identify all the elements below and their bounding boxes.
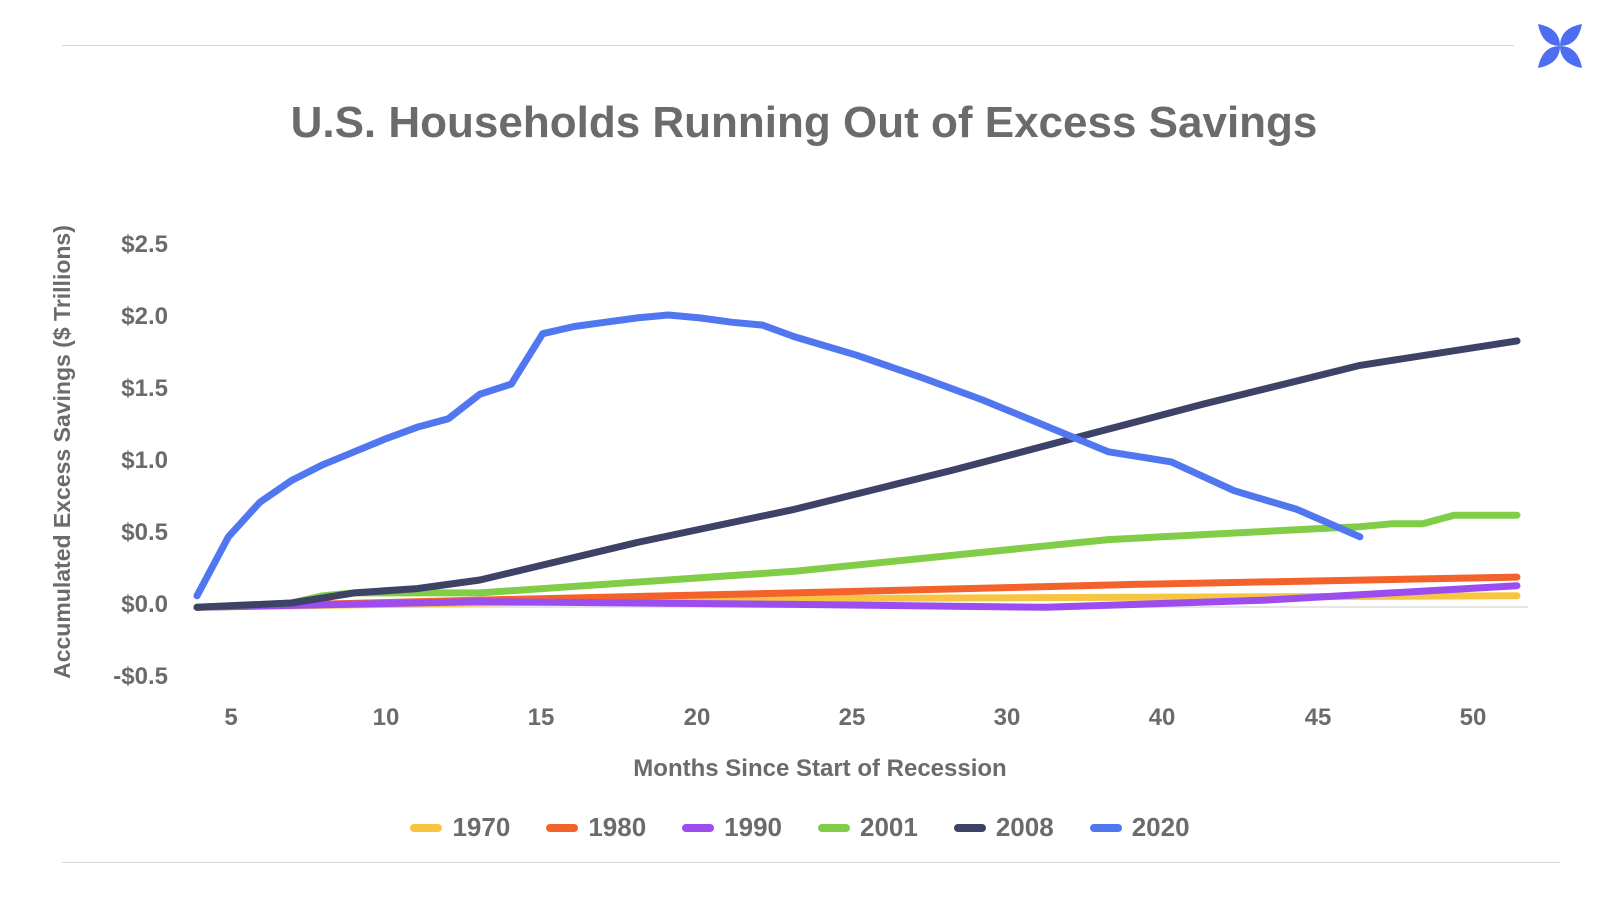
series-lines (193, 311, 1521, 611)
series-line-1990 (193, 582, 1521, 611)
legend-label: 1970 (452, 812, 511, 842)
legend-label: 1980 (588, 812, 647, 842)
legend-item-2020: 2020 (1089, 812, 1190, 843)
y-tick-label: $1.0 (121, 447, 168, 474)
legend-swatch (682, 823, 715, 832)
x-tick-label: 15 (528, 704, 555, 731)
y-tick-label: $2.0 (121, 303, 168, 330)
legend-label: 2020 (1131, 812, 1190, 842)
x-tick-label: 30 (994, 704, 1021, 731)
series-line-2020 (193, 311, 1364, 600)
y-tick-label: -$0.5 (113, 663, 168, 690)
y-axis-label: Accumulated Excess Savings ($ Trillions) (49, 225, 75, 679)
bottom-divider (62, 862, 1560, 863)
x-tick-label: 5 (224, 704, 237, 731)
legend-item-1990: 1990 (682, 812, 782, 843)
x-petal-logo-icon (1538, 24, 1582, 68)
x-tick-label: 40 (1149, 704, 1176, 731)
legend-label: 1990 (724, 812, 782, 842)
x-tick-label: 10 (373, 704, 400, 731)
top-divider (62, 45, 1514, 46)
legend-swatch (953, 823, 986, 832)
legend-swatch (546, 823, 579, 832)
chart-title: U.S. Households Running Out of Excess Sa… (290, 98, 1318, 147)
legend-swatch (1089, 823, 1122, 832)
y-tick-labels: $2.5 $2.0 $1.5 $1.0 $0.5 $0.0 -$0.5 (113, 231, 168, 690)
legend-item-2001: 2001 (818, 812, 918, 843)
x-tick-label: 25 (839, 704, 866, 731)
x-tick-labels: 5 10 15 20 25 30 40 45 50 (224, 704, 1486, 731)
chart-legend: 1970 1980 1990 2001 2008 2020 (0, 812, 1600, 843)
legend-swatch (818, 823, 850, 832)
x-tick-label: 50 (1460, 704, 1487, 731)
x-tick-label: 20 (684, 704, 711, 731)
legend-item-1970: 1970 (410, 812, 510, 843)
y-tick-label: $0.5 (121, 519, 168, 546)
y-tick-label: $1.5 (121, 375, 168, 402)
legend-swatch (410, 823, 443, 832)
x-tick-label: 45 (1305, 704, 1332, 731)
x-axis-label: Months Since Start of Recession (633, 755, 1007, 782)
y-tick-label: $0.0 (121, 591, 168, 618)
legend-item-1980: 1980 (546, 812, 646, 843)
legend-label: 2008 (995, 812, 1054, 842)
legend-label: 2001 (860, 812, 918, 842)
y-tick-label: $2.5 (121, 231, 168, 258)
legend-item-2008: 2008 (953, 812, 1054, 843)
series-line-2008 (193, 337, 1521, 611)
